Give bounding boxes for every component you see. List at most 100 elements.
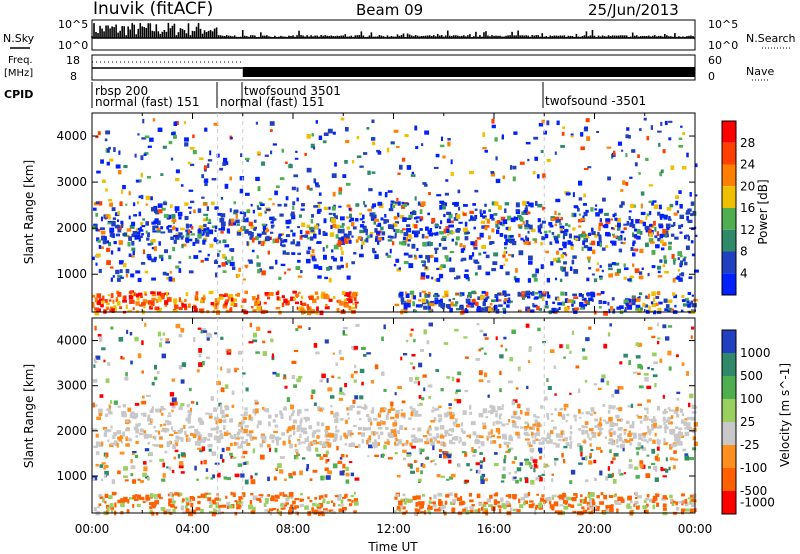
echo-cell xyxy=(152,505,156,509)
echo-cell xyxy=(560,430,563,436)
echo-cell xyxy=(319,407,324,412)
echo-cell xyxy=(188,206,192,209)
echo-cell xyxy=(119,306,123,310)
echo-cell xyxy=(339,357,344,361)
echo-cell xyxy=(237,463,243,467)
echo-cell xyxy=(115,164,121,169)
echo-cell xyxy=(541,494,545,498)
echo-cell xyxy=(417,201,421,206)
echo-cell xyxy=(567,503,571,507)
echo-cell xyxy=(131,453,135,456)
echo-cell xyxy=(292,471,296,476)
echo-cell xyxy=(538,476,543,482)
echo-cell xyxy=(507,504,512,507)
echo-cell xyxy=(450,473,456,478)
echo-cell xyxy=(481,290,486,294)
echo-cell xyxy=(518,368,521,372)
echo-cell xyxy=(154,499,160,505)
echo-cell xyxy=(478,252,482,256)
echo-cell xyxy=(483,501,489,505)
echo-cell xyxy=(506,300,511,304)
echo-cell xyxy=(135,179,141,183)
echo-cell xyxy=(409,377,413,382)
echo-cell xyxy=(667,325,673,328)
echo-cell xyxy=(315,447,319,452)
echo-cell xyxy=(571,496,577,502)
echo-cell xyxy=(285,300,290,306)
echo-cell xyxy=(551,507,555,511)
echo-cell xyxy=(561,301,565,306)
echo-cell xyxy=(218,250,221,253)
echo-cell xyxy=(654,383,657,388)
echo-cell xyxy=(284,271,287,275)
echo-cell xyxy=(409,463,413,469)
echo-cell xyxy=(506,215,512,221)
echo-cell xyxy=(415,467,420,473)
echo-cell xyxy=(461,451,467,454)
echo-cell xyxy=(645,157,649,162)
echo-cell xyxy=(214,237,217,243)
echo-cell xyxy=(524,438,530,441)
echo-cell xyxy=(269,447,272,452)
colorbar-tick-label: 500 xyxy=(740,369,763,383)
echo-cell xyxy=(405,510,408,513)
echo-cell xyxy=(631,149,636,153)
echo-cell xyxy=(208,443,213,448)
echo-cell xyxy=(153,364,157,370)
echo-cell xyxy=(553,501,559,507)
echo-cell xyxy=(340,246,343,251)
echo-cell xyxy=(280,416,284,420)
echo-cell xyxy=(544,464,549,468)
echo-cell xyxy=(355,304,358,309)
echo-cell xyxy=(593,383,598,386)
echo-cell xyxy=(304,505,309,510)
echo-cell xyxy=(521,291,526,294)
echo-cell xyxy=(352,302,355,306)
echo-cell xyxy=(117,275,123,278)
echo-cell xyxy=(433,508,438,512)
echo-cell xyxy=(141,400,147,405)
echo-cell xyxy=(451,376,455,382)
echo-cell xyxy=(617,222,621,228)
echo-cell xyxy=(564,298,569,303)
echo-cell xyxy=(125,268,130,274)
echo-cell xyxy=(324,306,330,310)
echo-cell xyxy=(160,429,164,432)
echo-cell xyxy=(316,296,320,300)
echo-cell xyxy=(511,254,515,258)
echo-cell xyxy=(168,255,172,260)
echo-cell xyxy=(434,426,439,431)
echo-cell xyxy=(183,425,186,429)
echo-cell xyxy=(678,137,683,140)
echo-cell xyxy=(583,245,589,249)
colorbar-segment xyxy=(722,330,736,353)
echo-cell xyxy=(148,502,152,506)
echo-cell xyxy=(462,430,466,434)
echo-cell xyxy=(649,241,655,244)
echo-cell xyxy=(413,338,416,343)
echo-cell xyxy=(538,290,543,294)
echo-cell xyxy=(661,497,666,501)
echo-cell xyxy=(413,439,419,443)
echo-cell xyxy=(125,428,130,431)
echo-cell xyxy=(264,227,269,233)
echo-cell xyxy=(484,226,488,231)
echo-cell xyxy=(394,441,397,446)
echo-cell xyxy=(350,495,355,498)
echo-cell xyxy=(310,218,314,224)
echo-cell xyxy=(369,232,374,235)
echo-cell xyxy=(188,255,192,259)
echo-cell xyxy=(638,295,641,300)
echo-cell xyxy=(167,415,172,418)
echo-cell xyxy=(475,259,478,263)
echo-cell xyxy=(233,212,238,215)
echo-cell xyxy=(447,454,452,459)
echo-cell xyxy=(505,500,510,506)
echo-cell xyxy=(404,304,409,308)
echo-cell xyxy=(131,255,135,258)
echo-cell xyxy=(391,204,396,209)
echo-cell xyxy=(279,492,282,496)
echo-cell xyxy=(580,218,586,222)
echo-cell xyxy=(637,495,642,499)
echo-cell xyxy=(189,495,194,500)
